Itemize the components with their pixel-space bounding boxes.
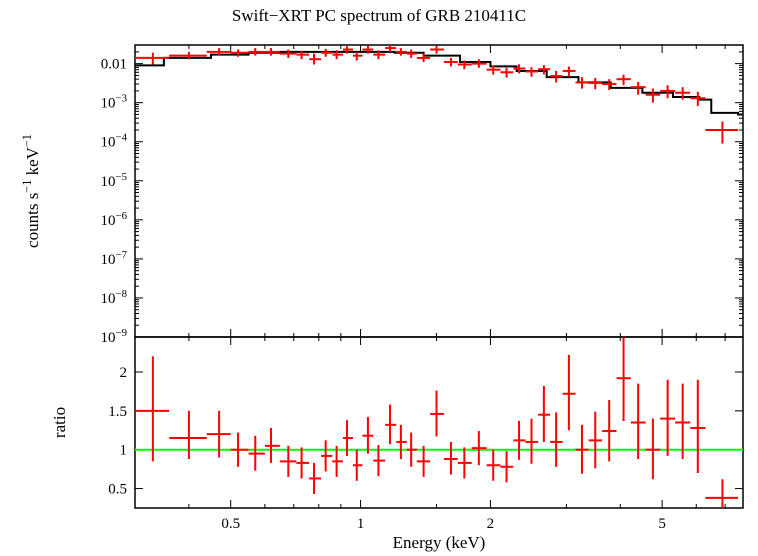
xtick-label: 2 (487, 516, 495, 532)
ytick-label-bottom: 1.5 (108, 404, 127, 420)
xtick-label: 5 (658, 516, 666, 532)
ytick-label-bottom: 1 (120, 443, 128, 459)
chart-container: Swift−XRT PC spectrum of GRB 210411C 0.5… (0, 0, 758, 556)
chart-svg: 0.5125Energy (keV)10−910−810−710−610−510… (0, 0, 758, 556)
model-step-line (135, 52, 743, 115)
xtick-label: 1 (357, 516, 365, 532)
x-axis-label: Energy (keV) (393, 533, 486, 552)
y-axis-label-top: counts s−1 keV−1 (20, 134, 42, 248)
ytick-label-bottom: 0.5 (108, 482, 127, 498)
top-panel-frame (135, 45, 743, 337)
ytick-label-top: 10−5 (101, 171, 128, 190)
bottom-panel-content (135, 337, 743, 514)
bottom-panel-frame (135, 337, 743, 508)
plot-title: Swift−XRT PC spectrum of GRB 210411C (0, 6, 758, 26)
y-axis-label-bottom: ratio (50, 407, 69, 438)
ytick-label-top: 10−6 (101, 210, 128, 229)
top-panel-content (135, 44, 743, 143)
ytick-label-top: 10−8 (101, 288, 128, 307)
ytick-label-top: 0.01 (101, 57, 127, 73)
xtick-label: 0.5 (221, 516, 240, 532)
ytick-label-bottom: 2 (120, 365, 128, 381)
ytick-label-top: 10−7 (101, 249, 128, 268)
ytick-label-top: 10−4 (101, 132, 128, 151)
ytick-label-top: 10−9 (101, 327, 128, 346)
ytick-label-top: 10−3 (101, 93, 128, 112)
